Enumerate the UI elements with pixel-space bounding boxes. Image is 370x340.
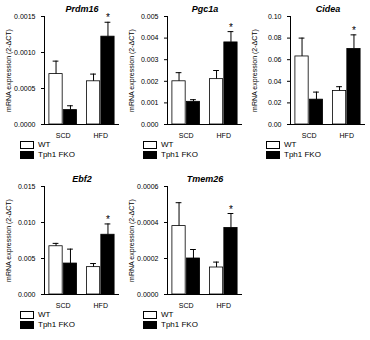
svg-text:0.005: 0.005 [141, 13, 159, 20]
svg-text:0.0004: 0.0004 [137, 219, 159, 226]
html-text:WT: WT [284, 140, 297, 149]
svg-text:mRNA expression (2-ΔCT): mRNA expression (2-ΔCT) [5, 199, 13, 282]
svg-text:0.0000: 0.0000 [137, 291, 159, 298]
html-text:Tph1 FKO: Tph1 FKO [161, 150, 198, 159]
svg-text:SCD: SCD [302, 132, 317, 139]
html-text:Tph1 FKO: Tph1 FKO [38, 320, 75, 329]
svg-text:*: * [106, 12, 110, 23]
svg-text:0.0002: 0.0002 [137, 255, 159, 262]
svg-text:HFD: HFD [217, 302, 231, 309]
svg-text:0.0015: 0.0015 [14, 13, 36, 20]
svg-text:Cidea: Cidea [316, 4, 341, 14]
svg-text:Prdm16: Prdm16 [65, 4, 99, 14]
svg-text:0.0005: 0.0005 [14, 85, 36, 92]
svg-text:0.015: 0.015 [18, 183, 36, 190]
svg-text:0.0010: 0.0010 [14, 49, 36, 56]
svg-text:mRNA expression (2-ΔCT): mRNA expression (2-ΔCT) [251, 29, 259, 112]
svg-text:0.02: 0.02 [268, 99, 282, 106]
html-text:WT: WT [161, 140, 174, 149]
svg-text:0.000: 0.000 [141, 121, 159, 128]
svg-text:0.04: 0.04 [268, 78, 282, 85]
svg-text:mRNA expression (2-ΔCT): mRNA expression (2-ΔCT) [128, 199, 136, 282]
svg-text:Ebf2: Ebf2 [72, 174, 92, 184]
svg-text:0.004: 0.004 [141, 34, 159, 41]
svg-text:0.0000: 0.0000 [14, 121, 36, 128]
svg-text:SCD: SCD [179, 132, 194, 139]
svg-text:HFD: HFD [94, 132, 108, 139]
svg-text:0.003: 0.003 [141, 56, 159, 63]
svg-text:HFD: HFD [94, 302, 108, 309]
svg-text:SCD: SCD [56, 302, 71, 309]
svg-text:*: * [352, 25, 356, 36]
svg-text:0.0006: 0.0006 [137, 183, 159, 190]
svg-text:0.06: 0.06 [268, 56, 282, 63]
svg-text:*: * [106, 214, 110, 225]
html-text:WT: WT [38, 140, 51, 149]
html-text:WT: WT [161, 310, 174, 319]
svg-text:Pgc1a: Pgc1a [192, 4, 219, 14]
svg-text:0.001: 0.001 [141, 99, 159, 106]
svg-text:HFD: HFD [340, 132, 354, 139]
svg-text:0.002: 0.002 [141, 78, 159, 85]
svg-text:0.000: 0.000 [18, 291, 36, 298]
svg-text:mRNA expression (2-ΔCT): mRNA expression (2-ΔCT) [5, 29, 13, 112]
svg-text:0.00: 0.00 [268, 121, 282, 128]
svg-text:*: * [229, 22, 233, 33]
svg-text:mRNA expression (2-ΔCT): mRNA expression (2-ΔCT) [128, 29, 136, 112]
svg-text:HFD: HFD [217, 132, 231, 139]
svg-text:0.08: 0.08 [268, 34, 282, 41]
svg-text:SCD: SCD [56, 132, 71, 139]
svg-text:SCD: SCD [179, 302, 194, 309]
svg-text:*: * [229, 204, 233, 215]
html-text:WT: WT [38, 310, 51, 319]
svg-text:0.10: 0.10 [268, 13, 282, 20]
svg-text:0.010: 0.010 [18, 219, 36, 226]
html-text:Tph1 FKO: Tph1 FKO [161, 320, 198, 329]
html-text:Tph1 FKO: Tph1 FKO [38, 150, 75, 159]
svg-text:0.005: 0.005 [18, 255, 36, 262]
html-text:Tph1 FKO: Tph1 FKO [284, 150, 321, 159]
svg-text:Tmem26: Tmem26 [187, 174, 225, 184]
